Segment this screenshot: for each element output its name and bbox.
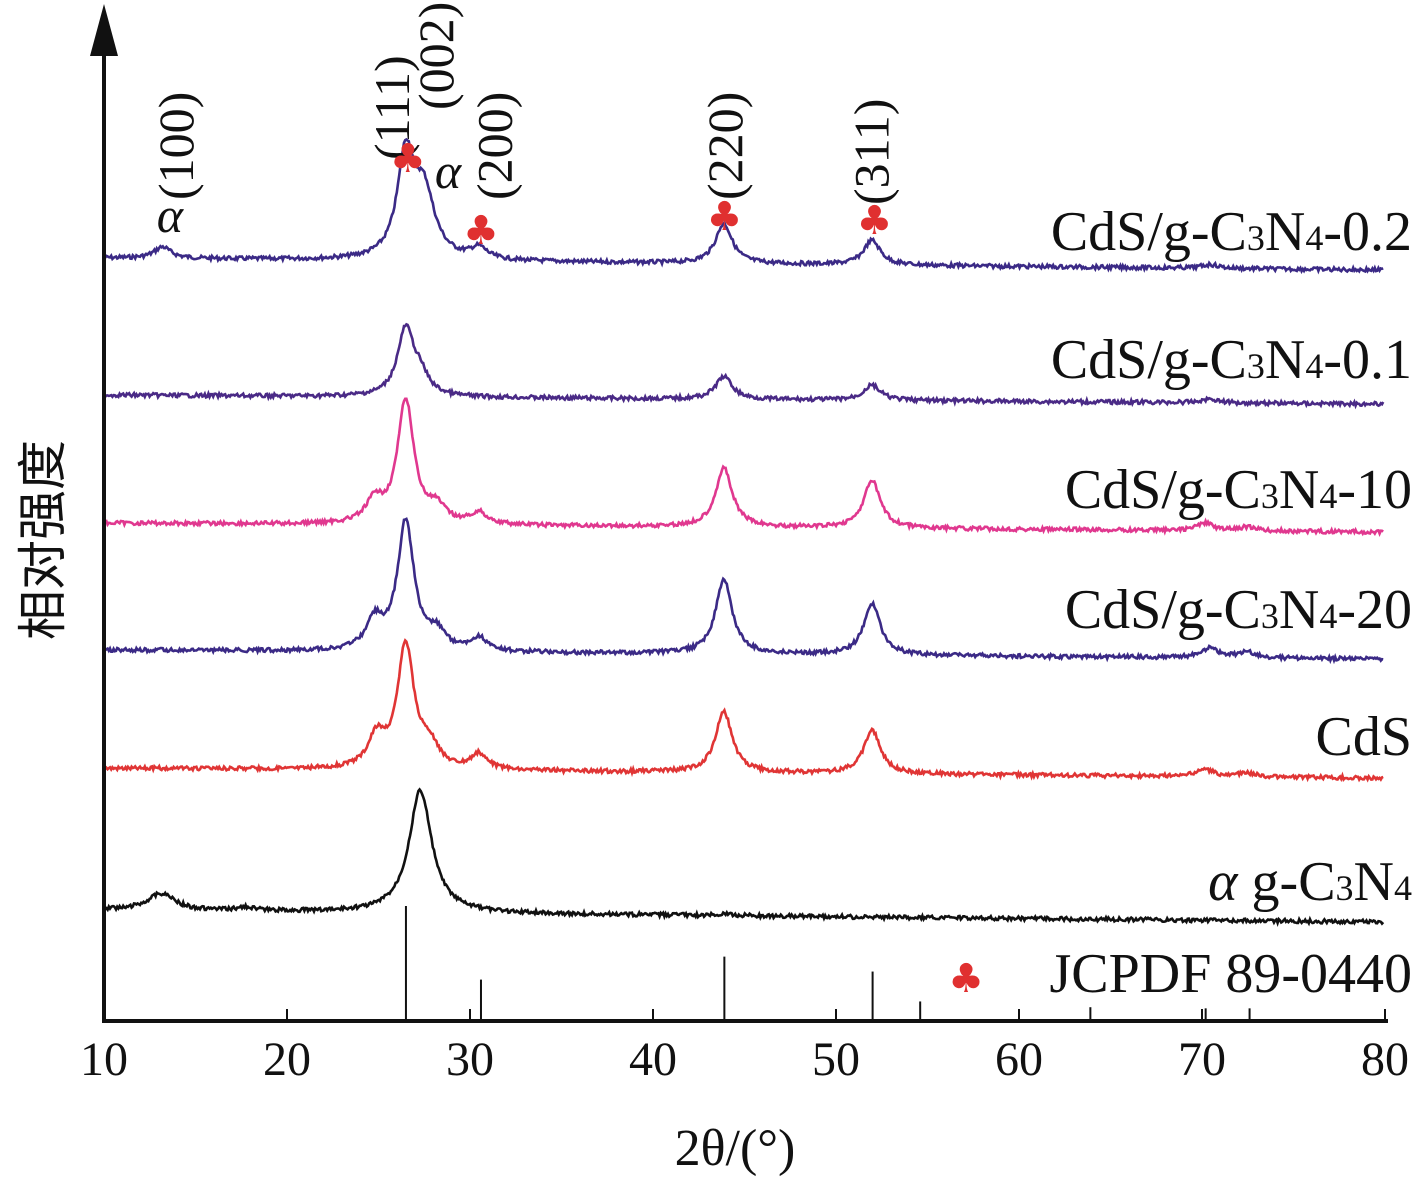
- series-trace: [102, 397, 1384, 537]
- reference-lines: [404, 906, 1251, 1021]
- series-trace: [103, 137, 1384, 275]
- club-marker-icon: ♣: [706, 194, 742, 240]
- series-label: CdS: [1316, 706, 1413, 768]
- x-tick-label-70: 70: [1178, 1033, 1226, 1086]
- series-trace: [102, 322, 1385, 410]
- series-labels: CdS/g-C3N4-0.2 CdS/g-C3N4-0.1 CdS/g-C3N4-1…: [948, 201, 1412, 1005]
- x-tick-label-10: 10: [80, 1033, 128, 1086]
- plane-label: (002): [408, 2, 464, 110]
- club-marker-icon: ♣: [948, 956, 984, 1002]
- x-ticks: 10 20 30 40 50 60 70 80: [80, 1009, 1409, 1086]
- plane-label: (111): [364, 55, 420, 160]
- series-label: α g-C3N4: [1208, 851, 1412, 913]
- series-label: CdS/g-C3N4-0.2: [1051, 201, 1412, 263]
- x-tick-label-80: 80: [1361, 1033, 1409, 1086]
- reference-label: JCPDF 89-0440: [1049, 943, 1412, 1005]
- series-label: CdS/g-C3N4-10: [1065, 459, 1412, 521]
- series-trace: [102, 517, 1384, 665]
- plane-label: (220): [697, 92, 753, 200]
- x-tick-label-30: 30: [446, 1033, 494, 1086]
- x-tick-label-40: 40: [629, 1033, 677, 1086]
- series-trace: [103, 787, 1385, 927]
- series-traces: [102, 137, 1385, 927]
- alpha-marker: α: [157, 187, 185, 243]
- x-axis-title: 2θ/(°): [675, 1120, 796, 1177]
- x-tick-label-60: 60: [995, 1033, 1043, 1086]
- club-marker-icon: ♣: [857, 198, 893, 244]
- series-label: CdS/g-C3N4-20: [1065, 579, 1412, 641]
- club-marker-icon: ♣: [463, 208, 499, 254]
- annotations: (100) (111)(002)(200) (220) (311)αα♣♣ ♣ ♣: [148, 2, 899, 254]
- club-marker-icon: ♣: [390, 136, 426, 182]
- plane-label: (100): [148, 92, 204, 200]
- plane-label: (200): [467, 92, 523, 200]
- series-label: CdS/g-C3N4-0.1: [1051, 329, 1412, 391]
- y-axis-arrow-icon: [90, 4, 118, 56]
- series-trace: [102, 638, 1384, 783]
- x-tick-label-20: 20: [263, 1033, 311, 1086]
- y-axis-title: 相对强度: [14, 440, 72, 640]
- x-tick-label-50: 50: [812, 1033, 860, 1086]
- plane-label: (311): [844, 99, 900, 205]
- alpha-marker: α: [435, 143, 463, 199]
